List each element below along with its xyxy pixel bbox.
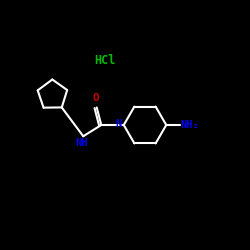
- Text: O: O: [92, 93, 99, 103]
- Text: HCl: HCl: [94, 54, 116, 66]
- Text: NH₂: NH₂: [181, 120, 200, 130]
- Text: NH: NH: [76, 138, 88, 148]
- Text: N: N: [116, 119, 122, 129]
